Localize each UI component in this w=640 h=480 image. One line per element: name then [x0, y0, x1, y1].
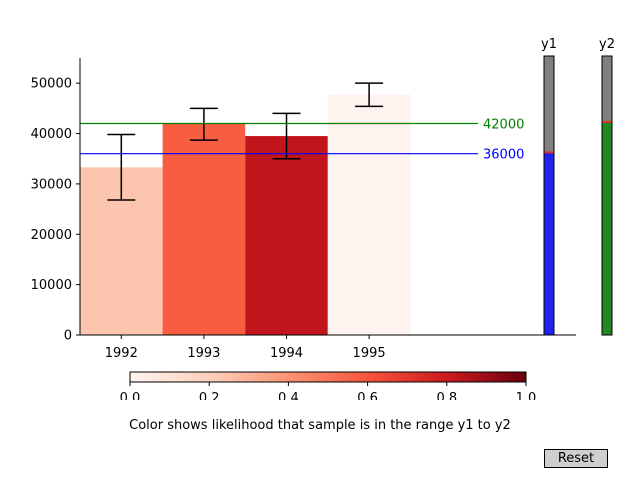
x-tick-label-1993: 1993 — [187, 346, 220, 361]
y-tick-label: 10000 — [31, 278, 72, 293]
slider-fill[interactable] — [602, 121, 612, 335]
errorbar-1995 — [355, 82, 384, 108]
colorbar-tick-label: 0.4 — [278, 391, 299, 400]
reference-line-label-42000: 42000 — [483, 117, 524, 132]
slider-y2[interactable]: y2 — [599, 37, 615, 336]
x-tick-label-1994: 1994 — [270, 346, 303, 361]
x-tick-label-1992: 1992 — [105, 346, 138, 361]
reset-button[interactable]: Reset — [544, 449, 608, 468]
slider-border — [601, 55, 613, 336]
y-tick-label: 0 — [64, 329, 72, 344]
colorbar-tick-label: 0.6 — [357, 391, 378, 400]
y-tick-label: 20000 — [31, 228, 72, 243]
colorbar-tick-label: 0.2 — [199, 391, 220, 400]
colorbar-tick-label: 1.0 — [516, 391, 537, 400]
bar-1994 — [245, 136, 328, 335]
reference-line-label-36000: 36000 — [483, 148, 524, 163]
colorbar-tick-label: 0.8 — [436, 391, 457, 400]
bar-1993 — [162, 123, 246, 336]
slider-y1[interactable]: y1 — [541, 37, 557, 336]
x-tick-label-1995: 1995 — [353, 346, 386, 361]
y-tick-label: 40000 — [31, 127, 72, 142]
errorbar-1992 — [107, 133, 136, 201]
slider-border — [543, 55, 555, 336]
y-tick-label: 50000 — [31, 77, 72, 92]
colorbar — [129, 371, 527, 383]
errorbar-1994 — [272, 112, 301, 160]
slider-label-y2: y2 — [599, 37, 615, 52]
colorbar-tick-label: 0.0 — [120, 391, 141, 400]
bar-1995 — [327, 94, 411, 336]
errorbar-1993 — [189, 107, 218, 141]
colorbar-label: Color shows likelihood that sample is in… — [129, 418, 511, 433]
slider-fill[interactable] — [544, 152, 554, 335]
y-tick-label: 30000 — [31, 177, 72, 192]
chart: 42000 36000 0 10000 20000 30000 40000 50000 199… — [31, 37, 615, 400]
slider-label-y1: y1 — [541, 37, 557, 52]
